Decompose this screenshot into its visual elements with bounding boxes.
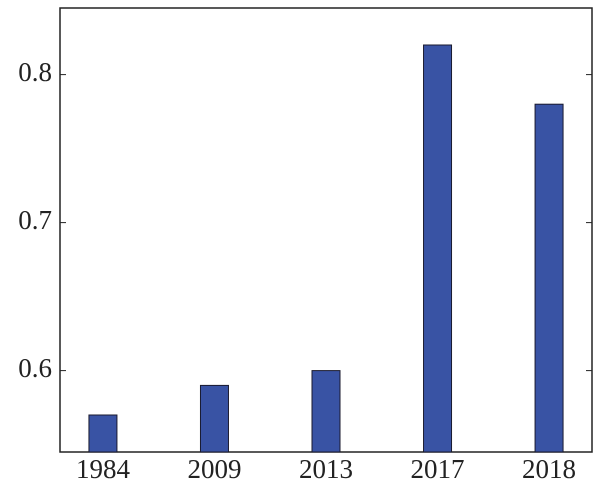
x-tick-label: 1984 bbox=[76, 454, 131, 484]
bar bbox=[199, 384, 229, 453]
y-tick-label: 0.8 bbox=[18, 57, 52, 87]
bar bbox=[534, 103, 564, 453]
bar bbox=[423, 44, 453, 453]
x-tick-label: 2009 bbox=[187, 454, 241, 484]
y-tick-label: 0.7 bbox=[18, 205, 52, 235]
bar bbox=[311, 370, 341, 453]
x-tick-label: 2013 bbox=[299, 454, 353, 484]
x-tick-label: 2018 bbox=[522, 454, 576, 484]
bar bbox=[88, 414, 118, 453]
x-tick-label: 2017 bbox=[411, 454, 465, 484]
y-tick-label: 0.6 bbox=[18, 353, 52, 383]
